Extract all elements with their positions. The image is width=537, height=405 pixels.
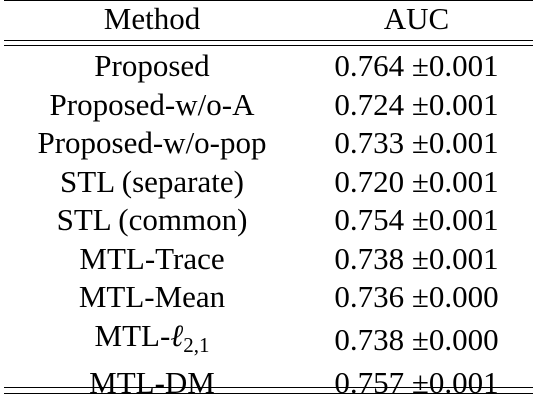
bottom-rule <box>4 393 533 394</box>
cell-auc: 0.720 ±0.001 <box>334 163 499 199</box>
header-method: Method <box>103 1 201 36</box>
table-row: STL (common) 0.754 ±0.001 <box>4 201 533 240</box>
cell-auc: 0.757 ±0.001 <box>334 364 499 400</box>
method-prefix: MTL- <box>94 317 171 353</box>
cell-method: Proposed-w/o-pop <box>37 125 267 161</box>
table-row: Proposed 0.764 ±0.001 <box>4 47 533 86</box>
cell-method: Proposed <box>94 48 210 84</box>
cell-method: MTL-Mean <box>78 279 226 315</box>
cell-auc: 0.736 ±0.000 <box>334 279 499 315</box>
table-row: MTL-Mean 0.736 ±0.000 <box>4 278 533 317</box>
cell-method: STL (separate) <box>60 163 244 199</box>
header-double-rule <box>4 38 533 47</box>
cell-auc: 0.733 ±0.001 <box>334 125 499 161</box>
method-subscript: 2,1 <box>183 332 210 357</box>
results-table-container: Method AUC Proposed 0.764 ±0.001 Propose… <box>4 0 533 402</box>
cell-method: MTL-ℓ2,1 <box>4 317 300 364</box>
table-row: MTL-Trace 0.738 ±0.001 <box>4 240 533 279</box>
table-row: STL (separate) 0.720 ±0.001 <box>4 163 533 202</box>
cell-method: MTL-Trace <box>79 240 225 276</box>
cell-auc: 0.754 ±0.001 <box>334 202 499 238</box>
top-rule <box>4 0 533 1</box>
method-ell: ℓ <box>170 317 184 353</box>
cell-method: MTL-DM <box>89 364 215 400</box>
cell-auc: 0.724 ±0.001 <box>334 86 499 122</box>
bottom-rule <box>4 387 533 388</box>
table-row: MTL-ℓ2,1 0.738 ±0.000 <box>4 317 533 364</box>
cell-method: STL (common) <box>56 202 248 238</box>
header-auc: AUC <box>383 1 450 36</box>
table-row: Proposed-w/o-pop 0.733 ±0.001 <box>4 124 533 163</box>
table-body: Proposed 0.764 ±0.001 Proposed-w/o-A 0.7… <box>4 47 533 402</box>
table-row: Proposed-w/o-A 0.724 ±0.001 <box>4 86 533 125</box>
results-table: Method AUC Proposed 0.764 ±0.001 Propose… <box>4 0 533 402</box>
cell-method: Proposed-w/o-A <box>49 86 255 122</box>
rule-line <box>4 40 533 41</box>
table-row: MTL-DM 0.757 ±0.001 <box>4 364 533 403</box>
cell-auc: 0.738 ±0.001 <box>334 240 499 276</box>
rule-line <box>4 45 533 46</box>
table-header: Method AUC <box>4 0 533 47</box>
cell-auc: 0.764 ±0.001 <box>334 48 499 84</box>
header-row: Method AUC <box>4 0 533 38</box>
cell-auc: 0.738 ±0.000 <box>334 322 499 357</box>
